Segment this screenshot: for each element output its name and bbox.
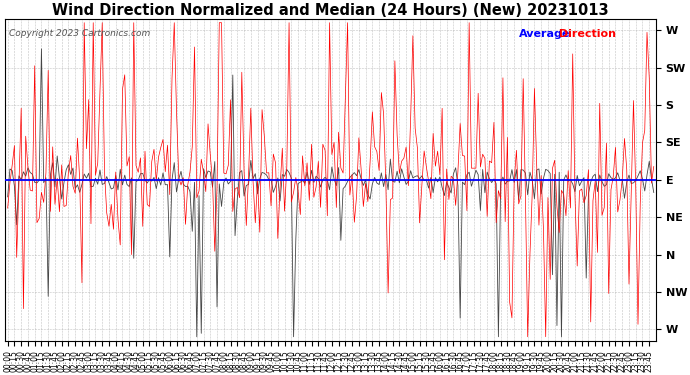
Text: Average: Average	[520, 28, 571, 39]
Text: Direction: Direction	[555, 28, 616, 39]
Title: Wind Direction Normalized and Median (24 Hours) (New) 20231013: Wind Direction Normalized and Median (24…	[52, 3, 609, 18]
Text: Copyright 2023 Cartronics.com: Copyright 2023 Cartronics.com	[9, 28, 150, 38]
